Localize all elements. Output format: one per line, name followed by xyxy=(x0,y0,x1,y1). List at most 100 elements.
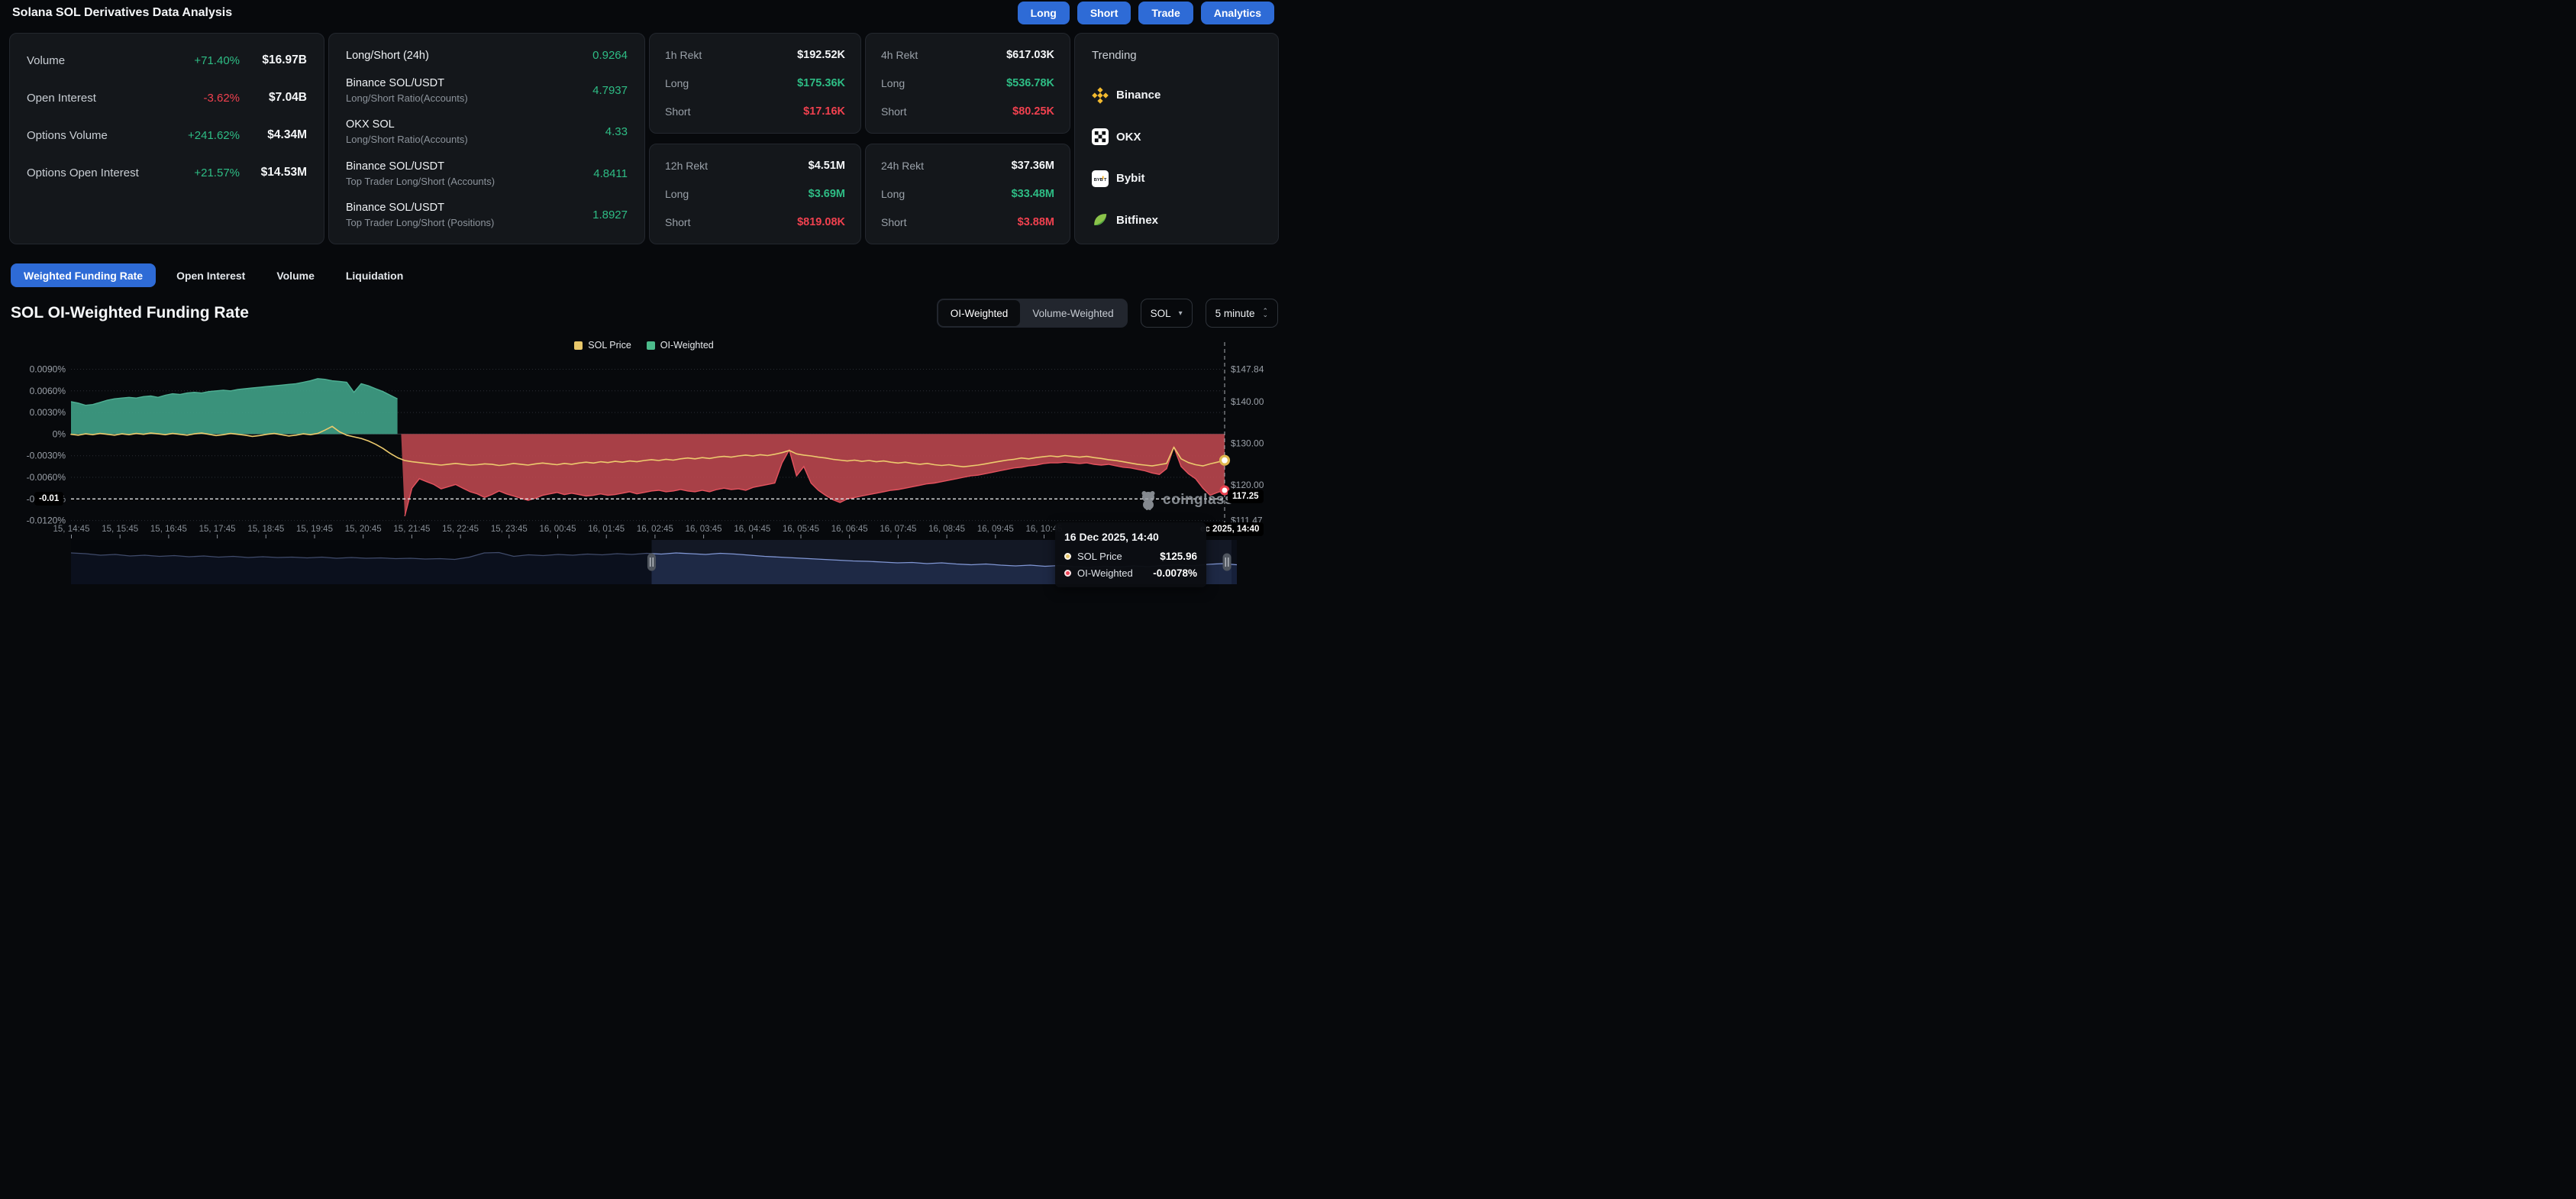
tooltip-series-dot xyxy=(1064,570,1071,577)
stat-value: $16.97B xyxy=(262,53,307,66)
page-title: Solana SOL Derivatives Data Analysis xyxy=(12,6,233,19)
rekt-card: 24h Rekt $37.36M Long $33.48M Short $3.88M xyxy=(865,144,1070,244)
top-buttons: Long Short Trade Analytics xyxy=(1017,2,1274,24)
weight-mode-toggle: OI-Weighted Volume-Weighted xyxy=(936,299,1128,328)
ratio-row: Long/Short (24h) 0.9264 xyxy=(346,49,628,62)
x-axis-tick: 15, 22:45 xyxy=(442,525,479,534)
stat-label: Options Open Interest xyxy=(27,166,139,179)
trending-item-binance[interactable]: Binance xyxy=(1092,86,1261,104)
ratio-title: Binance SOL/USDT xyxy=(346,76,444,89)
svg-text:BYB: BYB xyxy=(1094,178,1103,183)
right-axis-tick: $130.00 xyxy=(1231,438,1264,449)
rekt-long-label: Long xyxy=(665,77,689,89)
trending-name: OKX xyxy=(1116,130,1141,144)
stat-change: +21.57% xyxy=(194,166,240,179)
rekt-total: $192.52K xyxy=(797,49,845,61)
left-axis-tick: 0.0060% xyxy=(30,386,66,396)
rekt-column-2: 4h Rekt $617.03K Long $536.78K Short $80.25K 2… xyxy=(865,33,1070,244)
x-axis-tick: 16, 03:45 xyxy=(686,525,722,534)
rekt-short-label: Short xyxy=(881,105,907,118)
trending-card: Trending Binance OKX BYB T Bybit Bitfinex xyxy=(1074,33,1279,244)
rekt-long-label: Long xyxy=(881,188,905,200)
stat-label: Volume xyxy=(27,53,66,67)
rekt-long-label: Long xyxy=(881,77,905,89)
right-axis-tick: $147.84 xyxy=(1231,364,1264,375)
ratio-row: Binance SOL/USDT Top Trader Long/Short (A… xyxy=(346,160,628,187)
legend-label: OI-Weighted xyxy=(660,340,714,351)
navigator-handle[interactable] xyxy=(647,553,656,571)
stat-value: $14.53M xyxy=(260,166,307,179)
short-button[interactable]: Short xyxy=(1077,2,1131,24)
tooltip-row: OI-Weighted -0.0078% xyxy=(1064,567,1197,579)
section-title: SOL OI-Weighted Funding Rate xyxy=(11,304,249,322)
x-axis-tick: 16, 01:45 xyxy=(588,525,625,534)
bitfinex-icon-wrap xyxy=(1092,212,1109,228)
rekt-card: 12h Rekt $4.51M Long $3.69M Short $819.08K xyxy=(649,144,861,244)
rekt-short-value: $819.08K xyxy=(797,216,845,228)
navigator-handle[interactable] xyxy=(1222,553,1232,571)
trending-item-bybit[interactable]: BYB T Bybit xyxy=(1092,170,1261,187)
trending-name: Binance xyxy=(1116,89,1161,102)
okx-icon-wrap xyxy=(1092,128,1109,145)
stat-change: +71.40% xyxy=(194,53,240,67)
rekt-title: 12h Rekt xyxy=(665,160,709,172)
rekt-short-value: $3.88M xyxy=(1017,216,1054,228)
trending-item-okx[interactable]: OKX xyxy=(1092,128,1261,145)
legend-swatch-icon xyxy=(574,341,583,350)
stat-value: $7.04B xyxy=(269,91,307,104)
trade-button[interactable]: Trade xyxy=(1138,2,1193,24)
bybit-icon: BYB T xyxy=(1092,170,1109,187)
market-stats-card: Volume +71.40% $16.97B Open Interest -3.62% $… xyxy=(9,33,324,244)
stat-value: $4.34M xyxy=(267,128,307,141)
section-row: SOL OI-Weighted Funding Rate OI-Weighted… xyxy=(11,298,1278,328)
svg-text:T: T xyxy=(1104,178,1107,183)
tab-open-interest[interactable]: Open Interest xyxy=(176,269,246,282)
ratio-title: Binance SOL/USDT xyxy=(346,160,444,173)
rekt-short-label: Short xyxy=(881,216,907,228)
binance-icon xyxy=(1092,86,1109,104)
rekt-column-1: 1h Rekt $192.52K Long $175.36K Short $17.16K 1… xyxy=(649,33,861,244)
rekt-total: $37.36M xyxy=(1011,160,1054,172)
rekt-card: 1h Rekt $192.52K Long $175.36K Short $17.16K xyxy=(649,33,861,134)
symbol-select[interactable]: SOL ▾ xyxy=(1140,299,1193,328)
bitfinex-icon xyxy=(1094,214,1107,226)
x-axis-tick: 15, 16:45 xyxy=(150,525,187,534)
toggle-volume-weighted[interactable]: Volume-Weighted xyxy=(1032,307,1114,319)
funding-rate-chart[interactable]: SOL Price OI-Weighted 0.0090% 0.0060% 0.003… xyxy=(0,336,1288,600)
trending-item-bitfinex[interactable]: Bitfinex xyxy=(1092,212,1261,228)
chart-tooltip: 16 Dec 2025, 14:40 SOL Price $125.96 OI-We… xyxy=(1055,522,1206,587)
price-axis-crosshair-badge: 117.25 xyxy=(1228,490,1264,503)
coinglass-watermark: coinglass xyxy=(1139,490,1233,510)
x-axis-tick: 16, 08:45 xyxy=(928,525,965,534)
tab-liquidation[interactable]: Liquidation xyxy=(345,269,404,282)
tooltip-series-value: -0.0078% xyxy=(1153,567,1197,579)
stat-label: Open Interest xyxy=(27,91,96,105)
x-axis-tick: 16, 10:45 xyxy=(1026,525,1063,534)
toggle-oi-weighted[interactable]: OI-Weighted xyxy=(938,300,1021,326)
tooltip-row: SOL Price $125.96 xyxy=(1064,551,1197,562)
rekt-title: 4h Rekt xyxy=(881,49,918,61)
analytics-button[interactable]: Analytics xyxy=(1200,2,1274,24)
rekt-total: $4.51M xyxy=(808,160,845,172)
legend-item-sol-price[interactable]: SOL Price xyxy=(574,340,631,351)
legend-item-oi-weighted[interactable]: OI-Weighted xyxy=(646,340,714,351)
x-axis-tick: 15, 15:45 xyxy=(102,525,138,534)
left-axis-tick: -0.0030% xyxy=(27,451,66,461)
ratio-value: 4.33 xyxy=(605,125,628,138)
stat-change: +241.62% xyxy=(188,128,240,142)
rekt-title: 24h Rekt xyxy=(881,160,925,172)
ratio-subtitle: Long/Short Ratio(Accounts) xyxy=(346,134,468,145)
x-axis-tick: 15, 21:45 xyxy=(393,525,430,534)
symbol-select-value: SOL xyxy=(1150,307,1171,319)
x-axis-tick: 15, 17:45 xyxy=(199,525,236,534)
chart-legend: SOL Price OI-Weighted xyxy=(0,340,1288,351)
tab-volume[interactable]: Volume xyxy=(276,269,315,282)
ratio-value: 4.8411 xyxy=(593,166,628,180)
interval-select[interactable]: 5 minute ⌃ ⌄ xyxy=(1205,299,1278,328)
ratio-value: 1.8927 xyxy=(592,208,628,221)
ratio-title: Long/Short (24h) xyxy=(346,49,429,62)
tab-weighted-funding-rate[interactable]: Weighted Funding Rate xyxy=(11,263,157,287)
ratio-title: OKX SOL xyxy=(346,118,395,131)
chevron-down-icon: ▾ xyxy=(1178,309,1183,318)
long-button[interactable]: Long xyxy=(1017,2,1070,24)
